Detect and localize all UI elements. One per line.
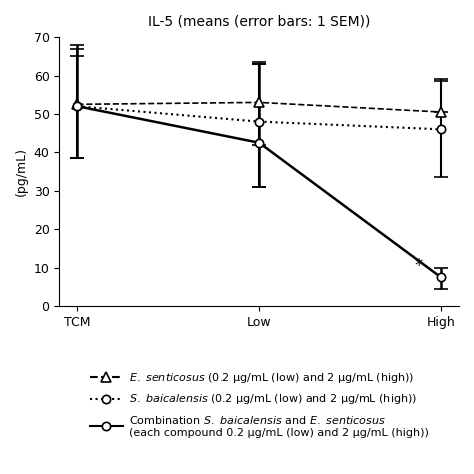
Title: IL-5 (means (error bars: 1 SEM)): IL-5 (means (error bars: 1 SEM)) [148,15,370,29]
Legend: $\it{E.\ senticosus}$ (0.2 μg/mL (low) and 2 μg/mL (high)), $\it{S.\ baicalensis: $\it{E.\ senticosus}$ (0.2 μg/mL (low) a… [90,371,428,438]
Text: *: * [415,256,423,274]
Y-axis label: (pg/mL): (pg/mL) [15,147,28,196]
